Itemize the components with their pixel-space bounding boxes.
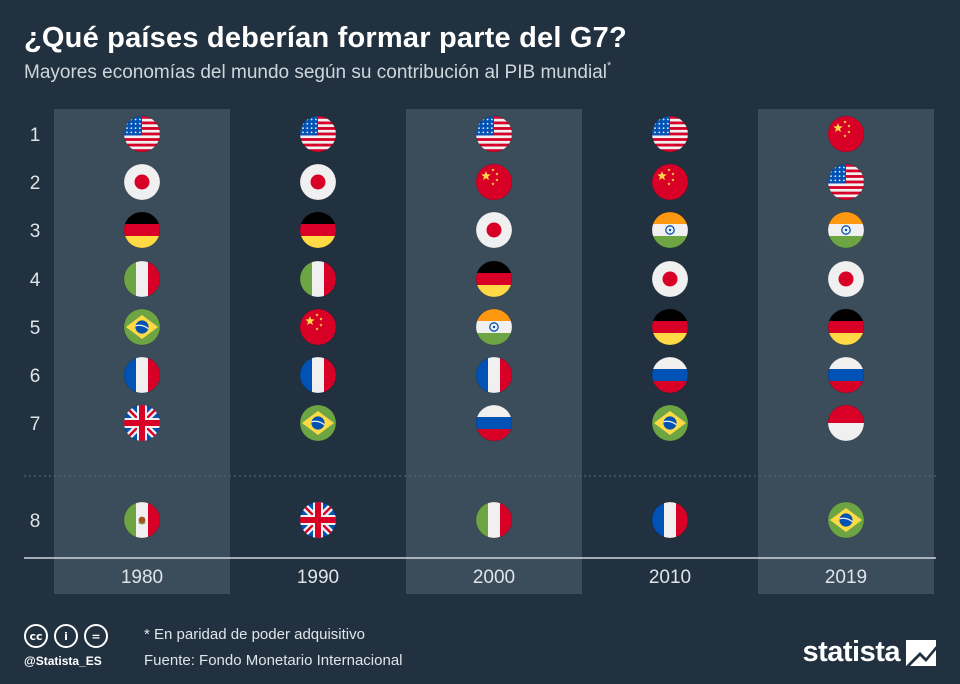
flag-india-icon [651, 211, 689, 249]
flag-japan-icon [299, 163, 337, 201]
flag-russia-icon [827, 356, 865, 394]
rank-label: 6 [30, 366, 41, 387]
rank-label: 3 [30, 221, 41, 242]
flag-japan-icon [651, 260, 689, 298]
flag-usa-icon [827, 163, 865, 201]
flag-italy-icon [123, 260, 161, 298]
year-label: 1980 [121, 567, 163, 588]
rank-label: 5 [30, 318, 41, 339]
nd-icon: = [84, 624, 108, 648]
flag-china-icon [475, 163, 513, 201]
rank-label: 2 [30, 173, 41, 194]
flag-india-icon [475, 308, 513, 346]
flag-germany-icon [651, 308, 689, 346]
flag-china-icon [299, 308, 337, 346]
chart-subtitle: Mayores economías del mundo según su con… [24, 60, 612, 84]
flag-russia-icon [475, 404, 513, 442]
year-labels: 1980 1990 2000 2010 2019 [121, 567, 867, 588]
flag-india-icon [827, 211, 865, 249]
flag-france-icon [651, 501, 689, 539]
rank-label: 8 [30, 511, 41, 532]
license-icons: cc i = [24, 624, 108, 648]
flag-mexico-icon [123, 501, 161, 539]
flag-usa-icon [299, 115, 337, 153]
twitter-handle[interactable]: @Statista_ES [24, 654, 102, 668]
flag-markers [123, 115, 865, 539]
flag-usa-icon [651, 115, 689, 153]
flag-germany-icon [827, 308, 865, 346]
flag-germany-icon [299, 211, 337, 249]
flag-indonesia-icon [827, 404, 865, 442]
footnote: * En paridad de poder adquisitivo [144, 626, 365, 643]
brand-wordmark: statista [802, 636, 900, 668]
flag-russia-icon [651, 356, 689, 394]
flag-brazil-icon [299, 404, 337, 442]
flag-brazil-icon [651, 404, 689, 442]
flag-germany-icon [123, 211, 161, 249]
rank-label: 1 [30, 125, 41, 146]
flag-china-icon [651, 163, 689, 201]
flag-germany-icon [475, 260, 513, 298]
flag-italy-icon [299, 260, 337, 298]
statista-logo-icon [906, 639, 936, 666]
rank-labels: 1 2 3 4 5 6 7 8 [30, 125, 41, 532]
flag-uk-icon [123, 404, 161, 442]
flag-brazil-icon [123, 308, 161, 346]
flag-france-icon [299, 356, 337, 394]
flag-italy-icon [475, 501, 513, 539]
year-label: 2019 [825, 567, 867, 588]
flag-usa-icon [123, 115, 161, 153]
flag-usa-icon [475, 115, 513, 153]
flag-uk-icon [299, 501, 337, 539]
source-note: Fuente: Fondo Monetario Internacional [144, 652, 403, 669]
chart-title: ¿Qué países deberían formar parte del G7… [24, 22, 627, 54]
flag-france-icon [123, 356, 161, 394]
by-icon: i [54, 624, 78, 648]
year-label: 1990 [297, 567, 339, 588]
subtitle-text: Mayores economías del mundo según su con… [24, 62, 607, 83]
rank-label: 4 [30, 270, 41, 291]
flag-japan-icon [123, 163, 161, 201]
rank-label: 7 [30, 414, 41, 435]
flag-china-icon [827, 115, 865, 153]
flag-japan-icon [827, 260, 865, 298]
flag-brazil-icon [827, 501, 865, 539]
statista-logo[interactable]: statista [802, 636, 936, 669]
flag-france-icon [475, 356, 513, 394]
year-label: 2010 [649, 567, 691, 588]
cc-icon: cc [24, 624, 48, 648]
year-label: 2000 [473, 567, 515, 588]
flag-japan-icon [475, 211, 513, 249]
subtitle-asterisk: * [607, 60, 612, 72]
